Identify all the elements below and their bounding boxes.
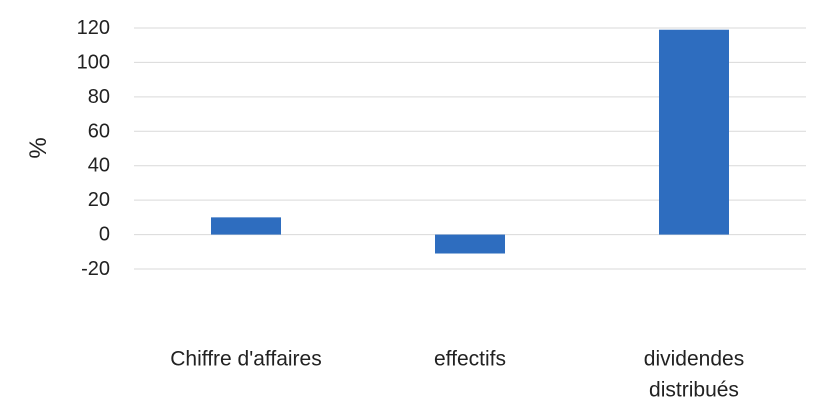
- bar: [211, 217, 281, 235]
- y-tick-label: 120: [77, 17, 110, 39]
- x-category-label: dividendes: [644, 348, 744, 371]
- x-category-label: Chiffre d'affaires: [170, 348, 321, 371]
- y-tick-label: 20: [88, 189, 110, 211]
- y-tick-label: -20: [81, 258, 110, 280]
- x-category-label: distribués: [649, 379, 739, 402]
- y-tick-label: 100: [77, 51, 110, 73]
- bar: [659, 29, 729, 235]
- y-tick-label: 60: [88, 120, 110, 142]
- bar: [435, 234, 505, 254]
- y-tick-label: 40: [88, 155, 110, 177]
- y-tick-label: 80: [88, 86, 110, 108]
- y-axis-title: %: [25, 137, 52, 158]
- x-category-labels: Chiffre d'affaires effectifs dividendes dis…: [170, 348, 744, 402]
- bars: [211, 29, 729, 254]
- y-tick-label: 0: [99, 224, 110, 246]
- x-category-label: effectifs: [434, 348, 506, 371]
- y-tick-labels: -20 0 20 40 60 80 100 120: [77, 17, 110, 280]
